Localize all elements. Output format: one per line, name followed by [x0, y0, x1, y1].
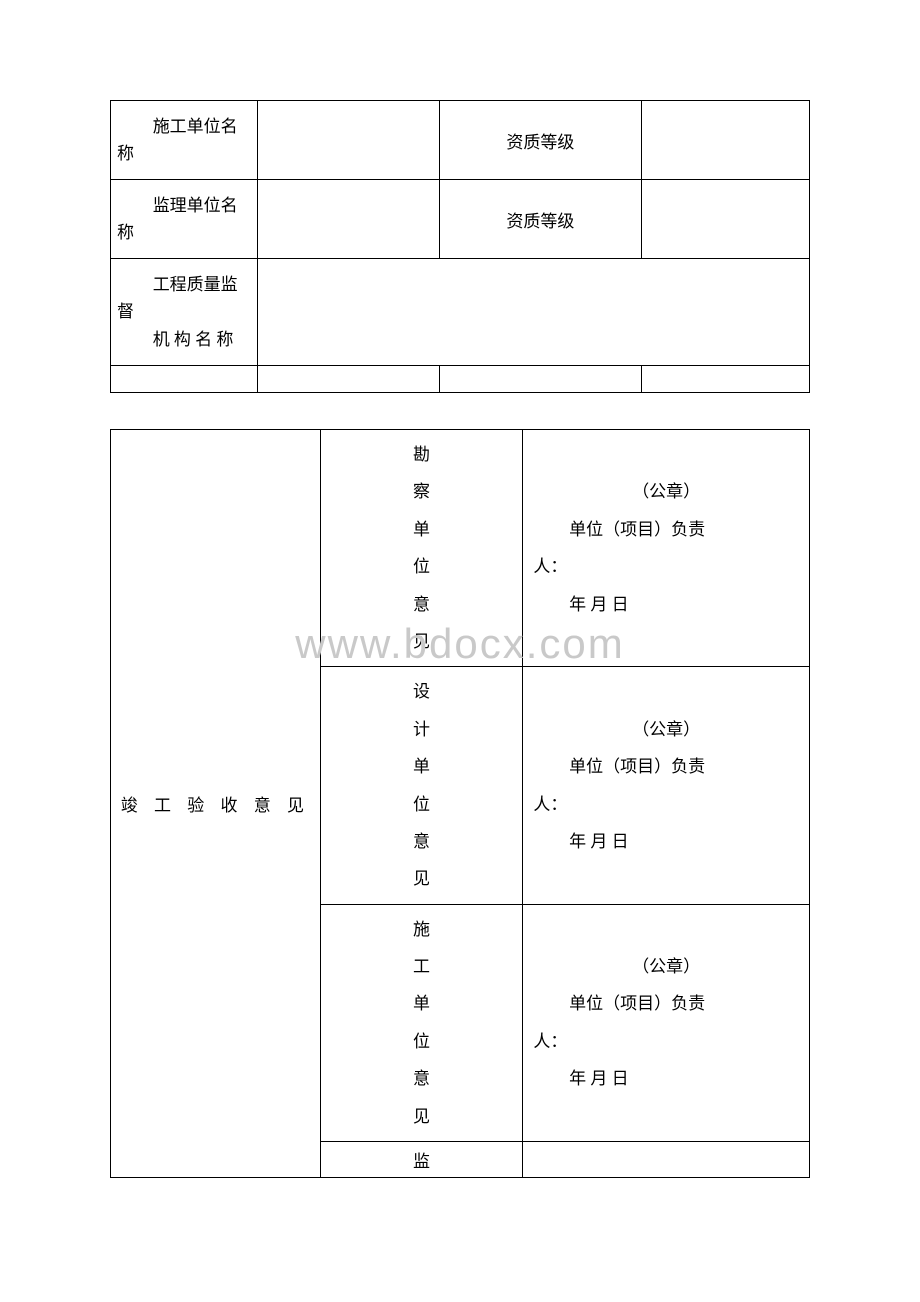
char: 察	[321, 473, 523, 510]
row-quality-org: 工程质量监 督 机 构 名 称	[111, 259, 810, 366]
responsible-text: 人：	[533, 548, 799, 585]
char: 意	[321, 1060, 523, 1097]
char: 设	[321, 673, 523, 710]
page-container: 施工单位名 称 资质等级 监理单位名 称 资质等级 工程质量监 督 机 构 名 …	[0, 0, 920, 1178]
stamp-text: （公章）	[533, 473, 799, 510]
responsible-text: 单位（项目）负责	[533, 985, 799, 1022]
row-empty	[111, 366, 810, 393]
char: 单	[321, 985, 523, 1022]
label-quality-org: 工程质量监 督 机 构 名 称	[111, 259, 258, 366]
signature-design: （公章） 单位（项目）负责 人： 年 月 日	[523, 667, 810, 904]
char: 计	[321, 711, 523, 748]
section-survey: 竣 工 验 收 意 见 勘 察 单 位 意 见 （公章） 单位（项目）负责 人：…	[111, 430, 810, 667]
cell-empty	[257, 366, 439, 393]
char: 工	[321, 948, 523, 985]
stamp-text: （公章）	[533, 711, 799, 748]
responsible-text: 单位（项目）负责	[533, 748, 799, 785]
char: 意	[321, 586, 523, 623]
text: 监理单位名	[117, 192, 257, 219]
acceptance-table: 竣 工 验 收 意 见 勘 察 单 位 意 见 （公章） 单位（项目）负责 人：…	[110, 429, 810, 1178]
label-qualification-1: 资质等级	[439, 101, 642, 180]
char: 意	[321, 823, 523, 860]
label-supervision-unit: 监理单位名 称	[111, 180, 258, 259]
text: 机 构 名 称	[117, 326, 257, 353]
char: 见	[321, 1098, 523, 1135]
label-construction-opinion: 施 工 单 位 意 见	[320, 904, 523, 1141]
char: 位	[321, 1023, 523, 1060]
value-quality-org	[257, 259, 809, 366]
char: 位	[321, 786, 523, 823]
signature-survey: （公章） 单位（项目）负责 人： 年 月 日	[523, 430, 810, 667]
label-qualification-2: 资质等级	[439, 180, 642, 259]
value-qualification-1	[642, 101, 810, 180]
row-supervision-unit: 监理单位名 称 资质等级	[111, 180, 810, 259]
label-survey-opinion: 勘 察 单 位 意 见	[320, 430, 523, 667]
text: 称	[117, 144, 134, 163]
char: 单	[321, 511, 523, 548]
char: 位	[321, 548, 523, 585]
stamp-text: （公章）	[533, 948, 799, 985]
text: 工程质量监	[117, 271, 257, 298]
cell-empty	[111, 366, 258, 393]
row-construction-unit: 施工单位名 称 资质等级	[111, 101, 810, 180]
text: 施工单位名	[117, 113, 257, 140]
label-supervision-opinion-partial: 监	[320, 1142, 523, 1178]
char: 见	[321, 623, 523, 660]
signature-construction: （公章） 单位（项目）负责 人： 年 月 日	[523, 904, 810, 1141]
cell-empty	[439, 366, 642, 393]
char: 单	[321, 748, 523, 785]
responsible-text: 单位（项目）负责	[533, 511, 799, 548]
responsible-text: 人：	[533, 1023, 799, 1060]
label-design-opinion: 设 计 单 位 意 见	[320, 667, 523, 904]
value-construction-unit	[257, 101, 439, 180]
label-acceptance-opinion: 竣 工 验 收 意 见	[111, 430, 321, 1178]
date-text: 年 月 日	[533, 586, 799, 623]
char: 施	[321, 911, 523, 948]
signature-supervision-partial	[523, 1142, 810, 1178]
responsible-text: 人：	[533, 786, 799, 823]
date-text: 年 月 日	[533, 823, 799, 860]
char: 监	[321, 1148, 523, 1175]
info-table: 施工单位名 称 资质等级 监理单位名 称 资质等级 工程质量监 督 机 构 名 …	[110, 100, 810, 393]
text: 称	[117, 223, 134, 242]
char: 见	[321, 860, 523, 897]
char: 勘	[321, 436, 523, 473]
label-construction-unit: 施工单位名 称	[111, 101, 258, 180]
cell-empty	[642, 366, 810, 393]
date-text: 年 月 日	[533, 1060, 799, 1097]
text: 督	[117, 302, 134, 321]
value-qualification-2	[642, 180, 810, 259]
value-supervision-unit	[257, 180, 439, 259]
